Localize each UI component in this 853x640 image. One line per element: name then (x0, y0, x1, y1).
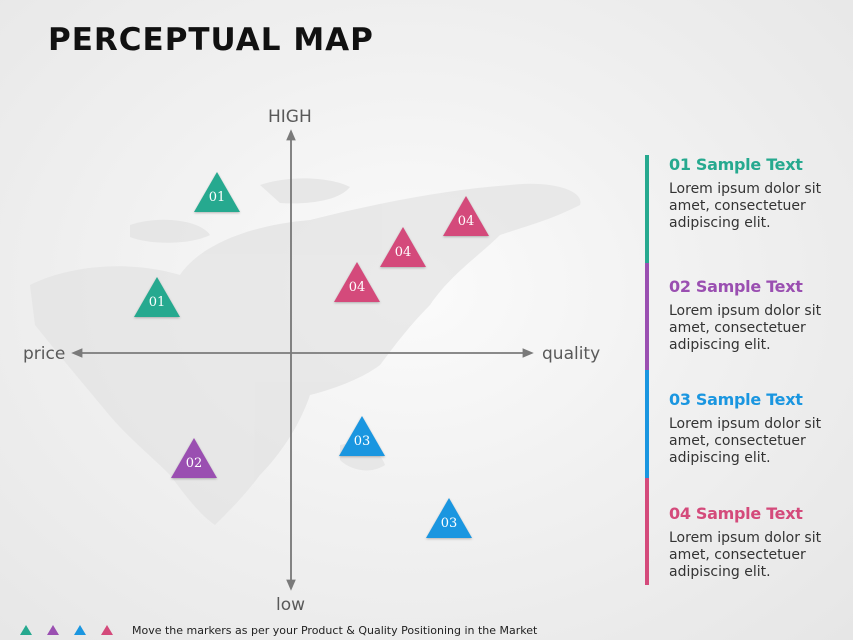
marker-04[interactable]: 04 (332, 260, 382, 304)
legend-item-01: 01 Sample Text Lorem ipsum dolor sit ame… (645, 155, 845, 263)
triangle-icon (380, 227, 426, 267)
triangle-icon (334, 262, 380, 302)
legend-heading: 03 Sample Text (669, 390, 803, 409)
marker-02[interactable]: 02 (169, 436, 219, 480)
triangle-green-icon (19, 625, 32, 635)
triangle-icon (426, 498, 472, 538)
triangle-icon (339, 416, 385, 456)
legend-item-03: 03 Sample Text Lorem ipsum dolor sit ame… (645, 370, 845, 478)
marker-label: 04 (394, 245, 412, 260)
legend-item-04: 04 Sample Text Lorem ipsum dolor sit ame… (645, 477, 845, 585)
triangle-icon (194, 172, 240, 212)
axes (71, 129, 534, 591)
legend-bar-03 (645, 370, 649, 478)
marker-04[interactable]: 04 (441, 194, 491, 238)
legend-bar-04 (645, 477, 649, 585)
marker-label: 04 (348, 280, 366, 295)
triangle-icon (443, 196, 489, 236)
marker-label: 03 (440, 516, 458, 531)
axis-label-high: HIGH (268, 107, 312, 127)
legend-heading: 01 Sample Text (669, 155, 803, 174)
marker-label: 04 (457, 214, 475, 229)
marker-04[interactable]: 04 (378, 225, 428, 269)
marker-03[interactable]: 03 (337, 414, 387, 458)
legend-item-02: 02 Sample Text Lorem ipsum dolor sit ame… (645, 262, 845, 370)
legend-body: Lorem ipsum dolor sit amet, consectetuer… (669, 181, 822, 231)
marker-01[interactable]: 01 (132, 275, 182, 319)
marker-label: 03 (353, 434, 371, 449)
world-map-background (30, 178, 581, 526)
axis-label-quality: quality (542, 344, 601, 364)
marker-label: 02 (185, 456, 203, 471)
footer-note: Move the markers as per your Product & Q… (132, 623, 538, 637)
footer: Move the markers as per your Product & Q… (12, 622, 537, 638)
legend-body: Lorem ipsum dolor sit amet, consectetuer… (669, 416, 822, 466)
legend-bar-02 (645, 262, 649, 370)
triangle-icon (134, 277, 180, 317)
axis-label-price: price (23, 344, 66, 364)
legend-heading: 02 Sample Text (669, 276, 803, 296)
marker-label: 01 (148, 295, 166, 310)
legend-bar-01 (645, 155, 649, 263)
legend-body: Lorem ipsum dolor sit amet, consectetuer… (669, 302, 822, 353)
marker-label: 01 (208, 190, 226, 205)
legend-heading: 04 Sample Text (669, 503, 803, 523)
triangle-pink-icon (100, 625, 113, 635)
triangle-icon (171, 438, 217, 478)
triangle-purple-icon (46, 625, 59, 635)
marker-03[interactable]: 03 (424, 496, 474, 540)
triangle-blue-icon (73, 625, 86, 635)
legend-panel: 01 Sample Text Lorem ipsum dolor sit ame… (645, 155, 845, 585)
axis-label-low: low (276, 595, 306, 615)
marker-01[interactable]: 01 (192, 170, 242, 214)
page-title: PERCEPTUAL MAP (48, 22, 374, 58)
legend-body: Lorem ipsum dolor sit amet, consectetuer… (669, 529, 822, 580)
